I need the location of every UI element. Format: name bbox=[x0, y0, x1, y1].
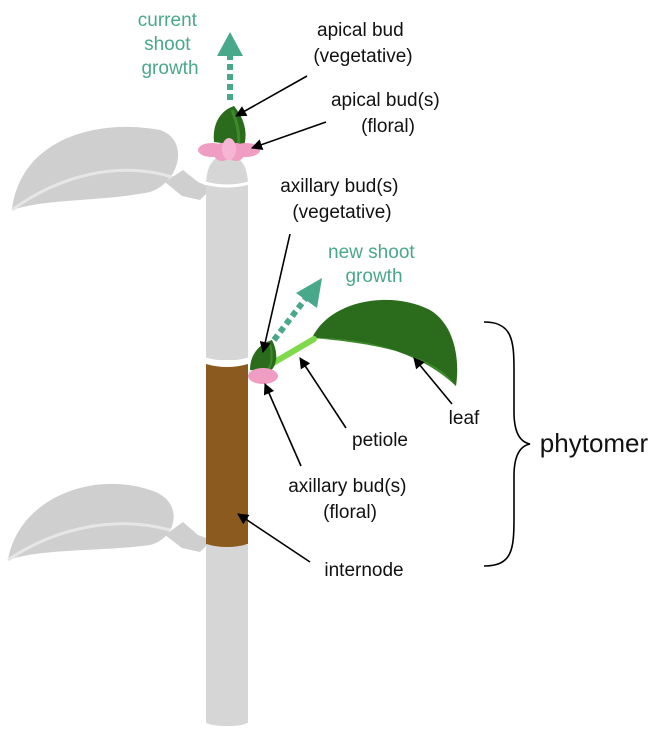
axillary-bud-vegetative bbox=[250, 340, 277, 372]
label-petiole: petiole bbox=[352, 430, 408, 451]
axillary-bud-floral bbox=[248, 368, 278, 384]
upper-node-line bbox=[204, 181, 250, 188]
label-internode: internode bbox=[324, 560, 403, 581]
lower-gray-leaf bbox=[7, 483, 212, 562]
arrow-leaf bbox=[413, 357, 453, 405]
apical-bud-floral bbox=[198, 138, 260, 161]
middle-node-line bbox=[204, 357, 250, 364]
arrow-internode bbox=[237, 513, 311, 563]
label-apical-bud-vegetative: apical bud (vegetative) bbox=[313, 20, 412, 67]
current-shoot-growth-arrow bbox=[217, 32, 243, 100]
arrow-apical-vegetative bbox=[235, 75, 308, 117]
arrow-axillary-floral bbox=[263, 382, 302, 467]
pointer-arrows bbox=[235, 75, 453, 563]
label-apical-bud-floral: apical bud(s) (floral) bbox=[331, 90, 445, 137]
internode-segment bbox=[206, 364, 248, 547]
stem bbox=[206, 155, 248, 726]
label-axillary-bud-vegetative: axillary bud(s) (vegetative) bbox=[280, 176, 404, 223]
phytomer-brace bbox=[483, 321, 531, 567]
upper-gray-leaf bbox=[11, 126, 212, 212]
label-axillary-bud-floral: axillary bud(s) (floral) bbox=[288, 476, 412, 523]
label-phytomer: phytomer bbox=[540, 428, 649, 458]
label-leaf: leaf bbox=[449, 408, 480, 429]
label-new-shoot-growth: new shoot growth bbox=[328, 242, 420, 287]
new-shoot-growth-arrow bbox=[271, 278, 322, 342]
phytomer-leaf bbox=[312, 299, 458, 386]
arrow-petiole bbox=[299, 357, 347, 429]
arrow-apical-floral bbox=[250, 121, 327, 150]
arrow-axillary-vegetative bbox=[259, 233, 291, 354]
label-current-shoot-growth: current shoot growth bbox=[138, 10, 202, 79]
